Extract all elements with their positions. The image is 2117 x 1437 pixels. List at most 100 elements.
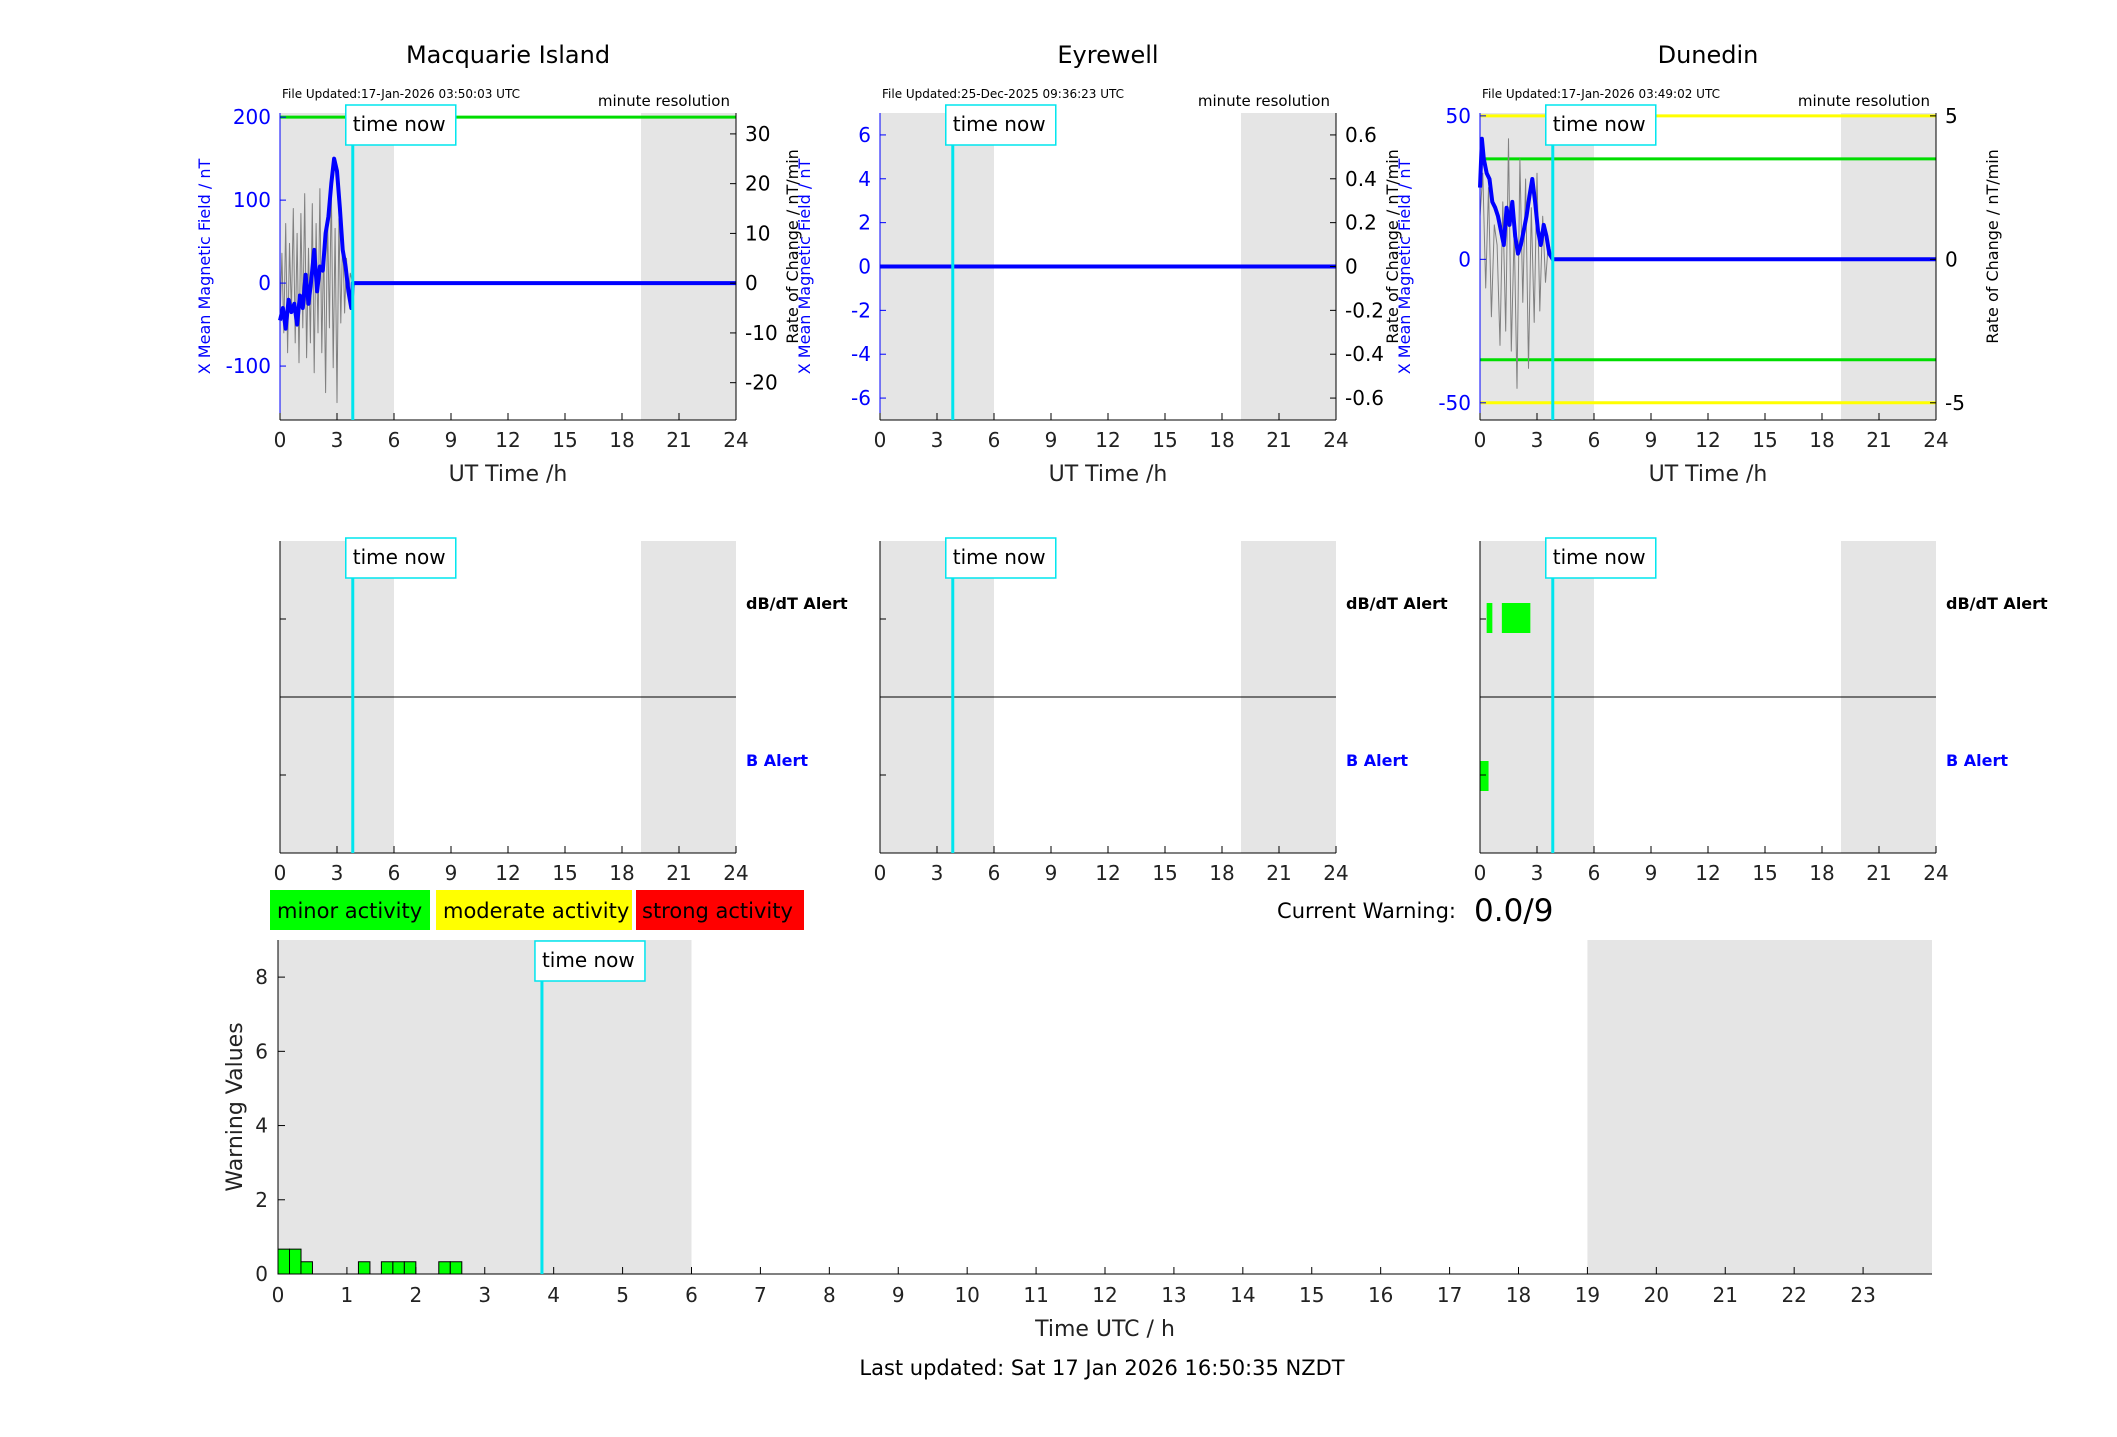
y-left-tick-label: -100 (226, 354, 271, 378)
x-tick-label: 8 (823, 1283, 836, 1307)
x-axis-label: UT Time /h (449, 462, 568, 487)
time-now-label: time now (953, 545, 1046, 569)
current-warning-label: Current Warning: (1277, 899, 1456, 923)
b-alert-label: B Alert (746, 751, 808, 770)
night-shade (1841, 113, 1936, 420)
x-tick-label: 21 (1866, 861, 1891, 885)
alert-panel: dB/dT Alert B Alert 0 3 6 9 12 15 18 21 24 time now (1474, 537, 2048, 885)
x-tick-label: 0 (874, 861, 887, 885)
x-tick-label: 0 (274, 861, 287, 885)
legend-minor-label: minor activity (277, 899, 422, 923)
x-tick-label: 6 (388, 428, 401, 452)
x-tick-label: 6 (988, 428, 1001, 452)
y-right-tick-label: 0.6 (1345, 123, 1377, 147)
station-title: Eyrewell (1057, 41, 1158, 69)
y-right-tick-label: -0.2 (1345, 298, 1384, 322)
x-tick-label: 3 (331, 428, 344, 452)
x-tick-label: 15 (1152, 428, 1177, 452)
time-now-label: time now (353, 112, 446, 136)
night-shade (1480, 113, 1594, 420)
current-warning-value: 0.0/9 (1474, 893, 1553, 929)
night-shade (641, 113, 736, 420)
x-tick-label: 4 (547, 1283, 560, 1307)
b-alert-label: B Alert (1946, 751, 2008, 770)
time-now-label: time now (353, 545, 446, 569)
x-tick-label: 9 (1045, 428, 1058, 452)
x-tick-label: 24 (723, 428, 748, 452)
y-right-tick-label: 30 (745, 122, 770, 146)
resolution-label: minute resolution (1798, 92, 1930, 110)
file-updated: File Updated:25-Dec-2025 09:36:23 UTC (882, 87, 1124, 101)
y-right-tick-label: 0.2 (1345, 211, 1377, 235)
legend-minor-box (270, 890, 430, 930)
x-tick-label: 0 (874, 428, 887, 452)
y-left-tick-label: 4 (858, 167, 871, 191)
y-right-tick-label: -20 (745, 371, 778, 395)
file-updated: File Updated:17-Jan-2026 03:50:03 UTC (282, 87, 520, 101)
warning-bar (392, 1261, 405, 1275)
warning-bar (277, 1248, 291, 1275)
x-tick-label: 21 (1266, 428, 1291, 452)
y-right-tick-label: 0 (1345, 255, 1358, 279)
x-tick-label: 16 (1368, 1283, 1393, 1307)
warning-bar (289, 1248, 302, 1275)
x-tick-label: 18 (1809, 861, 1834, 885)
y-tick-label: 0 (255, 1262, 268, 1286)
y-tick-label: 6 (255, 1039, 268, 1063)
time-now-box (534, 940, 646, 982)
y-left-tick-label: 0 (858, 255, 871, 279)
x-tick-label: 3 (478, 1283, 491, 1307)
y-right-tick-label: 5 (1945, 104, 1958, 128)
x-tick-label: 21 (1266, 861, 1291, 885)
x-tick-label: 12 (495, 861, 520, 885)
y-left-axis-label: X Mean Magnetic Field / nT (795, 159, 814, 375)
y-left-tick-label: 0 (258, 271, 271, 295)
dbdt-alert-bar (1486, 603, 1493, 633)
file-updated: File Updated:17-Jan-2026 03:49:02 UTC (1482, 87, 1720, 101)
x-tick-label: 15 (552, 861, 577, 885)
alert-panel: dB/dT Alert B Alert 0 3 6 9 12 15 18 21 24 time now (274, 537, 848, 885)
x-tick-label: 2 (409, 1283, 422, 1307)
x-tick-label: 3 (1531, 861, 1544, 885)
resolution-label: minute resolution (598, 92, 730, 110)
x-tick-label: 0 (1474, 428, 1487, 452)
alert-panel: dB/dT Alert B Alert 0 3 6 9 12 15 18 21 24 time now (874, 537, 1448, 885)
x-tick-label: 15 (1299, 1283, 1324, 1307)
x-tick-label: 6 (1588, 861, 1601, 885)
y-tick-label: 2 (255, 1188, 268, 1212)
time-now-label: time now (1553, 112, 1646, 136)
x-tick-label: 9 (445, 428, 458, 452)
y-right-tick-label: 0 (745, 271, 758, 295)
time-now-box (945, 537, 1057, 579)
x-tick-label: 17 (1437, 1283, 1462, 1307)
x-tick-label: 21 (666, 428, 691, 452)
y-left-tick-label: -50 (1438, 391, 1471, 415)
y-left-tick-label: 100 (233, 188, 271, 212)
field-series (278, 156, 736, 331)
time-now-box (1545, 537, 1657, 579)
station-title: Macquarie Island (406, 41, 610, 69)
rate-series (1479, 138, 1936, 389)
station-eyrewell: Eyrewell-6-4-20246-0.6-0.4-0.200.20.40.6… (795, 41, 1448, 885)
x-tick-label: 11 (1023, 1283, 1048, 1307)
x-tick-label: 21 (1713, 1283, 1738, 1307)
y-right-axis-label: Rate of Change / nT/min (1983, 149, 2002, 344)
x-tick-label: 18 (1209, 861, 1234, 885)
warning-bar (380, 1261, 394, 1275)
last-updated: Last updated: Sat 17 Jan 2026 16:50:35 N… (859, 1356, 1344, 1380)
time-now-box (345, 537, 457, 579)
x-tick-label: 3 (331, 861, 344, 885)
time-now-label: time now (953, 112, 1046, 136)
dbdt-alert-bar (1501, 603, 1531, 633)
y-left-tick-label: 200 (233, 105, 271, 129)
b-alert-bar (1480, 761, 1489, 791)
station-macquarie-island: Macquarie Island-1000100200-20-100102030… (195, 41, 848, 885)
x-tick-label: 12 (495, 428, 520, 452)
x-tick-label: 15 (552, 428, 577, 452)
y-right-tick-label: -0.6 (1345, 386, 1384, 410)
x-tick-label: 18 (609, 861, 634, 885)
x-axis-label: UT Time /h (1049, 462, 1168, 487)
